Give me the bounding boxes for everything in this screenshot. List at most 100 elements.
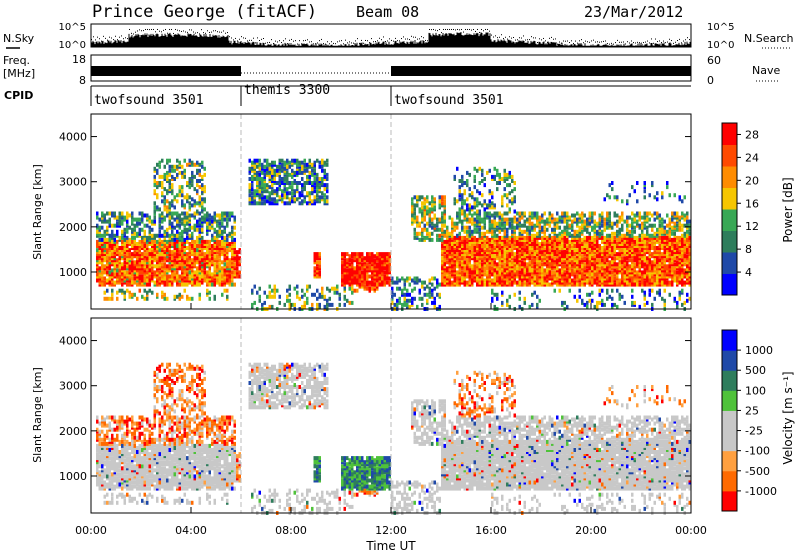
power-cell (458, 254, 461, 259)
power-cell (198, 244, 201, 248)
power-cell (228, 211, 231, 216)
power-cell (308, 170, 311, 175)
power-cell (313, 195, 316, 200)
power-cell (208, 280, 211, 285)
noise-search-point (137, 30, 138, 32)
power-cell (496, 296, 499, 301)
power-cell (463, 280, 466, 285)
power-cell (503, 274, 506, 279)
power-cell (283, 160, 286, 165)
power-cell (466, 217, 469, 222)
power-cell (498, 266, 501, 271)
power-cell (196, 252, 199, 257)
power-cell (258, 189, 261, 194)
power-cell (426, 292, 429, 297)
noise-search-point (153, 28, 154, 30)
power-cell (503, 223, 506, 228)
noise-search-point (513, 36, 514, 38)
power-cell (451, 221, 454, 226)
power-cell (301, 164, 304, 169)
noise-search-point (627, 41, 628, 43)
power-cell (533, 276, 536, 281)
noise-search-point (575, 40, 576, 42)
power-cell (488, 274, 491, 279)
power-cell (443, 215, 446, 220)
noise-search-point (433, 28, 434, 30)
power-cell (211, 256, 214, 261)
power-cell (173, 225, 176, 230)
power-cell (496, 211, 499, 216)
power-cell (143, 260, 146, 265)
power-cell (198, 217, 201, 222)
power-cell (468, 172, 471, 177)
power-cell (173, 274, 176, 279)
power-cell (348, 254, 351, 259)
power-cell (186, 235, 189, 240)
power-cell (478, 260, 481, 265)
power-cell (506, 298, 509, 303)
power-cell (476, 280, 479, 285)
power-cell (478, 166, 481, 171)
power-cell (176, 215, 179, 220)
power-heatmap (96, 158, 691, 311)
power-cell (171, 242, 174, 246)
noise-search-point (521, 37, 522, 39)
noise-search-point (545, 40, 546, 42)
power-cell (418, 237, 421, 242)
power-cell (503, 235, 506, 240)
power-cell (441, 203, 444, 208)
power-cell (448, 231, 451, 236)
noise-search-point (415, 36, 416, 38)
power-cell (208, 266, 211, 271)
power-cell (118, 215, 121, 220)
power-cell (196, 170, 199, 175)
power-cell (446, 266, 449, 271)
power-cell (156, 254, 159, 259)
power-cell (536, 231, 539, 236)
power-cell (413, 215, 416, 220)
power-cell (423, 215, 426, 220)
power-cell (316, 268, 319, 273)
power-cell (276, 181, 279, 185)
power-cell (111, 268, 114, 273)
power-cell (458, 215, 461, 220)
power-cell (221, 242, 224, 246)
power-cell (221, 268, 224, 273)
noise-search-point (483, 30, 484, 32)
power-cell (323, 183, 326, 188)
power-cell (433, 197, 436, 202)
power-cell (543, 260, 546, 265)
power-cell (423, 292, 426, 297)
power-cell (208, 221, 211, 226)
power-cell (126, 282, 129, 287)
power-cell (133, 223, 136, 228)
power-cell (188, 215, 191, 220)
power-cell (98, 260, 101, 265)
power-cell (183, 174, 186, 179)
power-cell (116, 268, 119, 273)
noise-search-point (515, 39, 516, 41)
power-cell (146, 274, 149, 279)
power-cell (163, 262, 166, 267)
noise-search-point (519, 37, 520, 39)
power-cell (278, 195, 281, 200)
power-cell (428, 294, 431, 299)
power-cell (258, 201, 261, 206)
power-cell (168, 164, 171, 169)
power-cell (156, 170, 159, 175)
power-cell (353, 268, 356, 273)
power-cell (493, 254, 496, 259)
power-cell (226, 217, 229, 222)
power-cell (498, 248, 501, 253)
power-cell (176, 254, 179, 259)
noise-search-point (473, 29, 474, 31)
power-cell (533, 264, 536, 269)
power-cell (463, 248, 466, 253)
power-cell (188, 185, 191, 190)
power-cell (163, 229, 166, 234)
power-cell (216, 280, 219, 285)
power-cell (111, 274, 114, 279)
power-cell (173, 242, 176, 246)
power-cell (156, 280, 159, 285)
noise-search-point (677, 40, 678, 42)
